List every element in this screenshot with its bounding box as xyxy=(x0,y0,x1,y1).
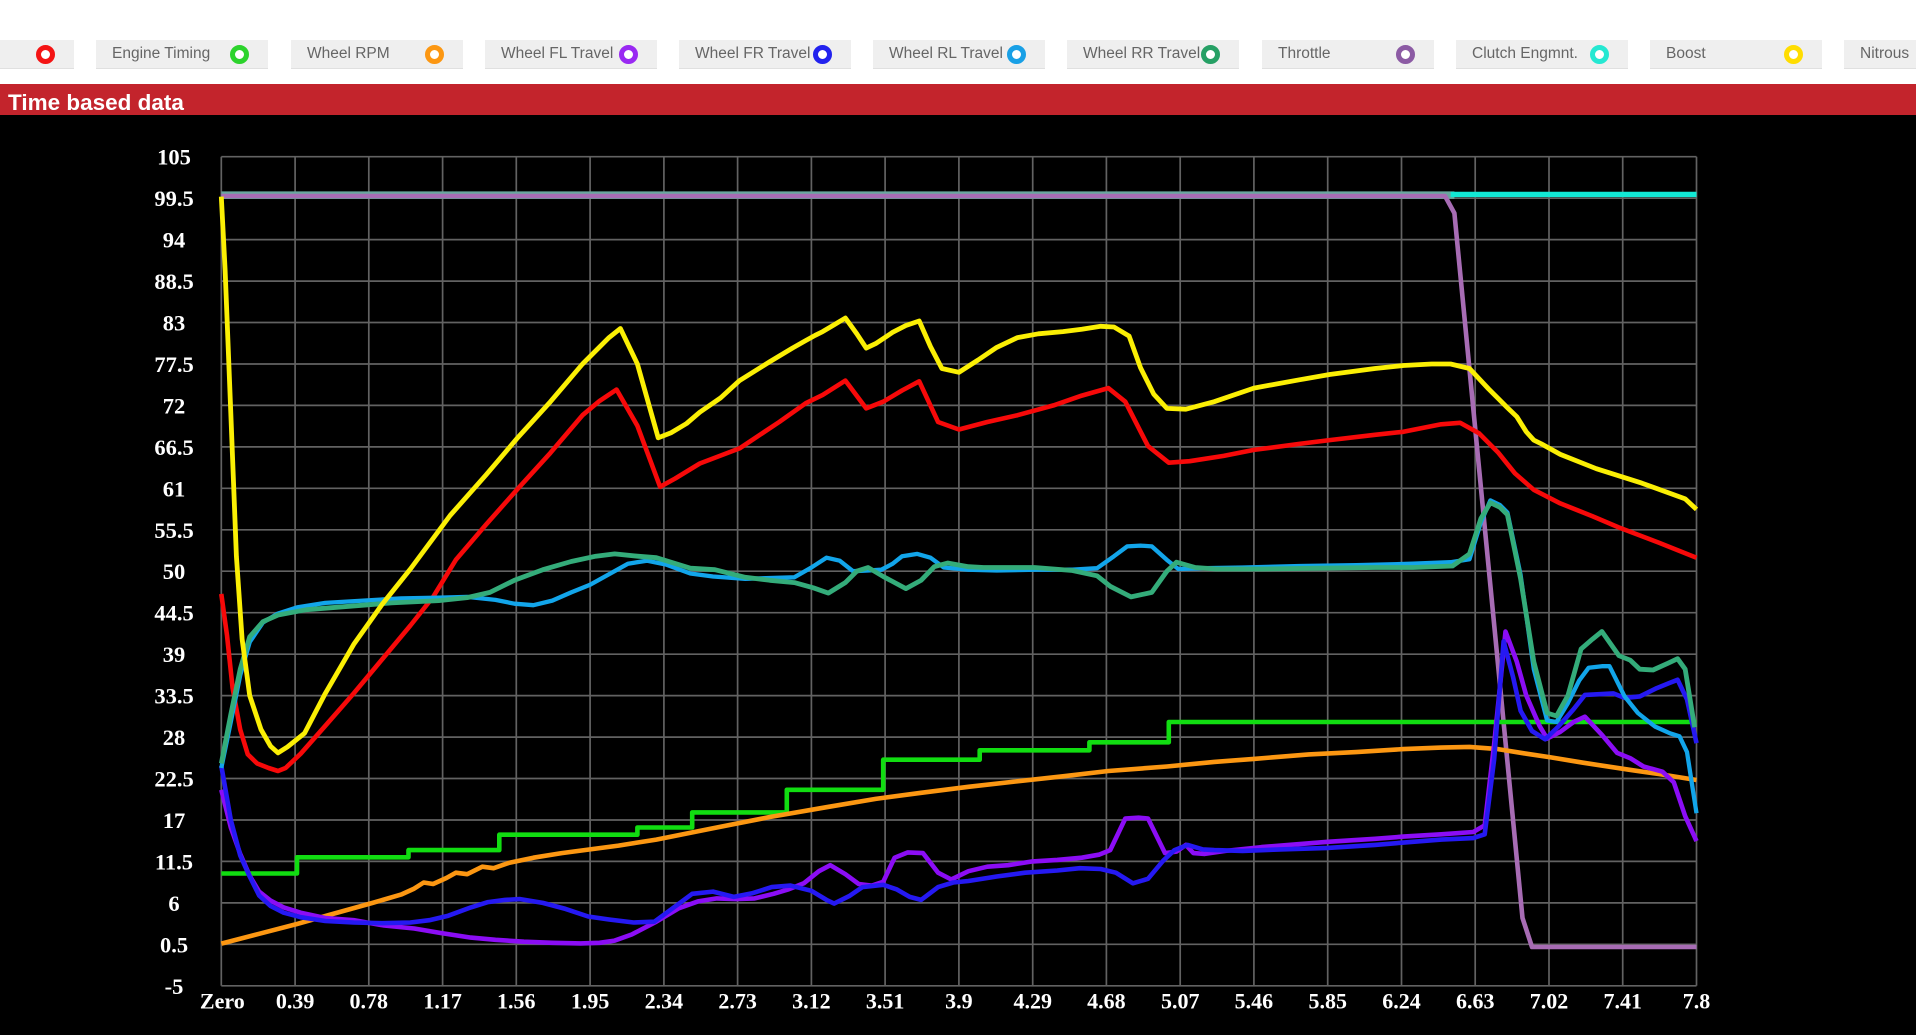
svg-text:1.95: 1.95 xyxy=(571,989,610,1014)
svg-text:3.9: 3.9 xyxy=(945,989,973,1014)
svg-text:3.12: 3.12 xyxy=(792,989,831,1014)
svg-text:Zero: Zero xyxy=(200,989,245,1014)
svg-text:7.41: 7.41 xyxy=(1603,989,1642,1014)
svg-text:94: 94 xyxy=(163,228,186,253)
svg-text:72: 72 xyxy=(163,393,186,418)
svg-text:6.63: 6.63 xyxy=(1456,989,1495,1014)
svg-text:44.5: 44.5 xyxy=(154,601,193,626)
svg-text:5.46: 5.46 xyxy=(1235,989,1274,1014)
svg-text:61: 61 xyxy=(163,476,186,501)
svg-text:39: 39 xyxy=(163,642,186,667)
svg-text:105: 105 xyxy=(157,145,191,170)
svg-text:-5: -5 xyxy=(165,974,184,999)
svg-text:83: 83 xyxy=(163,311,186,336)
svg-text:4.68: 4.68 xyxy=(1087,989,1126,1014)
svg-text:2.34: 2.34 xyxy=(645,989,684,1014)
svg-text:66.5: 66.5 xyxy=(154,435,193,460)
svg-text:4.29: 4.29 xyxy=(1013,989,1052,1014)
svg-text:22.5: 22.5 xyxy=(154,767,193,792)
svg-text:55.5: 55.5 xyxy=(154,518,193,543)
svg-text:0.39: 0.39 xyxy=(276,989,315,1014)
svg-text:0.5: 0.5 xyxy=(160,932,188,957)
svg-text:6.24: 6.24 xyxy=(1382,989,1421,1014)
svg-text:1.17: 1.17 xyxy=(423,989,462,1014)
svg-text:6: 6 xyxy=(168,891,179,916)
svg-text:17: 17 xyxy=(163,808,186,833)
svg-text:7.8: 7.8 xyxy=(1683,989,1711,1014)
svg-text:50: 50 xyxy=(163,559,186,584)
svg-text:3.51: 3.51 xyxy=(866,989,905,1014)
svg-text:5.07: 5.07 xyxy=(1161,989,1200,1014)
svg-text:33.5: 33.5 xyxy=(154,684,193,709)
svg-text:77.5: 77.5 xyxy=(154,352,193,377)
svg-text:28: 28 xyxy=(163,725,186,750)
svg-text:99.5: 99.5 xyxy=(154,186,193,211)
svg-text:1.56: 1.56 xyxy=(497,989,536,1014)
svg-text:2.73: 2.73 xyxy=(718,989,757,1014)
svg-text:11.5: 11.5 xyxy=(155,849,193,874)
svg-text:88.5: 88.5 xyxy=(154,269,193,294)
svg-text:0.78: 0.78 xyxy=(350,989,389,1014)
svg-text:7.02: 7.02 xyxy=(1530,989,1569,1014)
svg-text:5.85: 5.85 xyxy=(1308,989,1347,1014)
